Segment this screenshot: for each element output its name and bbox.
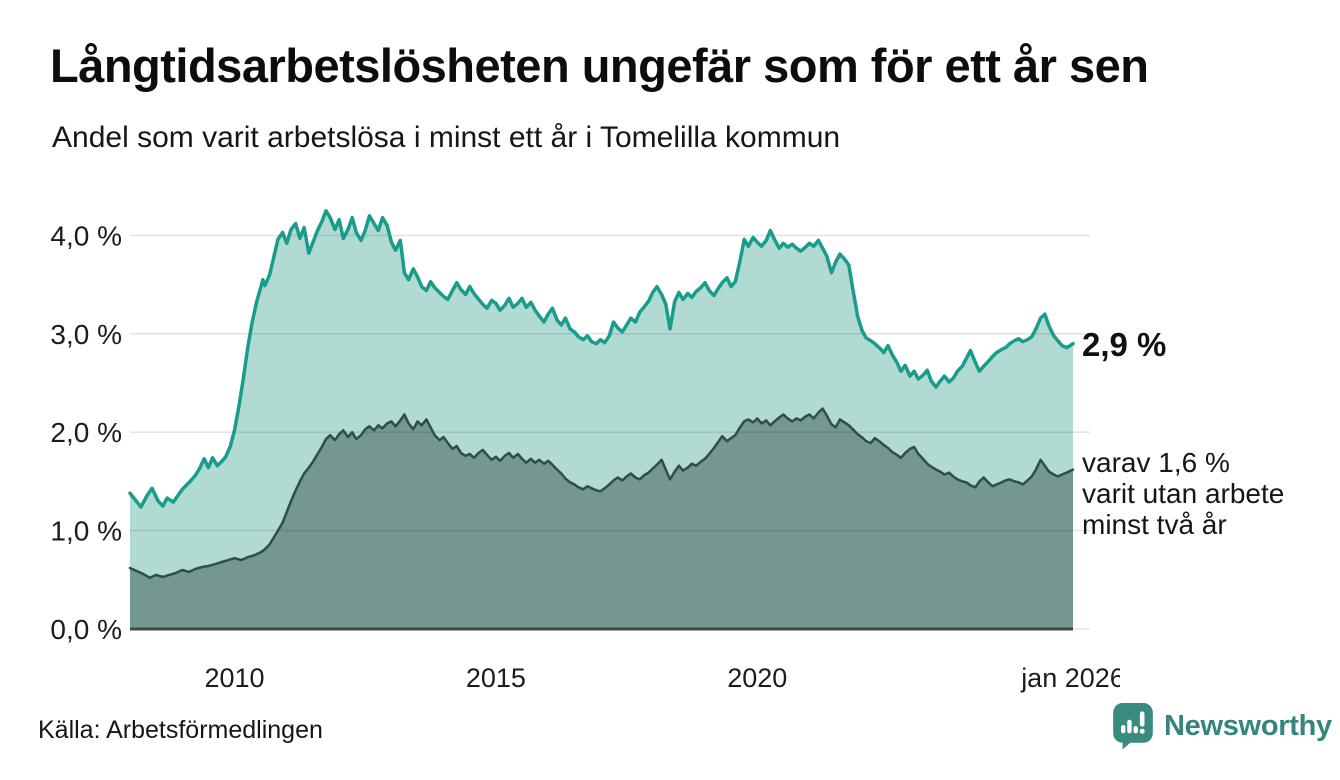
series-end-value-label: 2,9 % xyxy=(1082,326,1167,363)
subset-annotation: varav 1,6 % varit utan arbete minst två … xyxy=(1082,447,1284,540)
subset-annotation-line: varit utan arbete xyxy=(1082,478,1285,509)
line-total xyxy=(128,209,1075,509)
x-tick-label: jan 2026 xyxy=(1020,663,1120,693)
newsworthy-logo-icon xyxy=(1113,703,1153,750)
area-subset xyxy=(130,408,1073,629)
brand-lockup: Newsworthy xyxy=(1112,702,1332,750)
y-tick-label: 0,0 % xyxy=(50,614,122,645)
x-tick-label: 2010 xyxy=(204,663,264,693)
y-tick-label: 3,0 % xyxy=(50,319,122,350)
page-subtitle: Andel som varit arbetslösa i minst ett å… xyxy=(52,121,841,154)
source-note: Källa: Arbetsförmedlingen xyxy=(38,716,323,744)
page-title: Långtidsarbetslösheten ungefär som för e… xyxy=(50,39,1149,92)
y-tick-label: 4,0 % xyxy=(50,220,122,251)
subset-annotation-line: minst två år xyxy=(1082,509,1227,540)
x-tick-label: 2015 xyxy=(466,663,526,693)
y-tick-label: 2,0 % xyxy=(50,417,122,448)
line-subset xyxy=(128,407,1075,580)
brand-name: Newsworthy xyxy=(1164,709,1332,742)
y-tick-label: 1,0 % xyxy=(50,516,122,547)
x-tick-label: 2020 xyxy=(727,663,787,693)
subset-annotation-line: varav 1,6 % xyxy=(1082,447,1230,478)
chart-canvas: 0,0 % 1,0 % 2,0 % 3,0 % 4,0 % 2010 2015 2020 jan… xyxy=(50,209,1120,693)
